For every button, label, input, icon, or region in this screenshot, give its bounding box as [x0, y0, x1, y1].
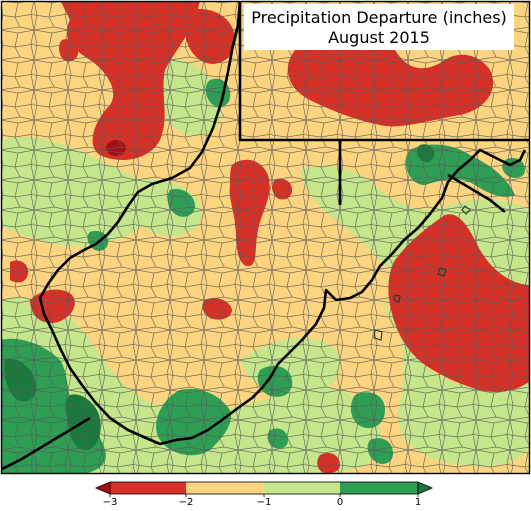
colorbar-bin-2	[186, 482, 264, 494]
maryland-virginia-border	[338, 140, 506, 214]
map-title: Precipitation Departure (inches) August …	[244, 4, 514, 50]
colorbar-bin-3	[264, 482, 340, 494]
title-line-2: August 2015	[328, 28, 430, 47]
colorbar-bin-4	[340, 482, 418, 494]
county-outline-accents	[373, 205, 471, 341]
map-frame	[0, 0, 531, 475]
state-borders	[2, 2, 529, 471]
colorbar-tick-label: −2	[178, 497, 194, 508]
colorbar-tick-label: 1	[414, 497, 422, 508]
west-virginia-border	[38, 2, 527, 446]
colorbar-tick-label: −1	[256, 497, 272, 508]
pennsylvania-border-box	[238, 2, 529, 142]
colorbar-over-arrow	[417, 481, 434, 495]
title-line-1: Precipitation Departure (inches)	[251, 8, 507, 27]
southwest-border	[2, 416, 91, 471]
colorbar-bin-1	[110, 482, 186, 494]
colorbar-tick-label: 0	[336, 497, 344, 508]
colorbar-tick-label: −3	[102, 497, 118, 508]
colorbar-under-arrow	[94, 481, 111, 495]
colorbar	[94, 481, 434, 497]
